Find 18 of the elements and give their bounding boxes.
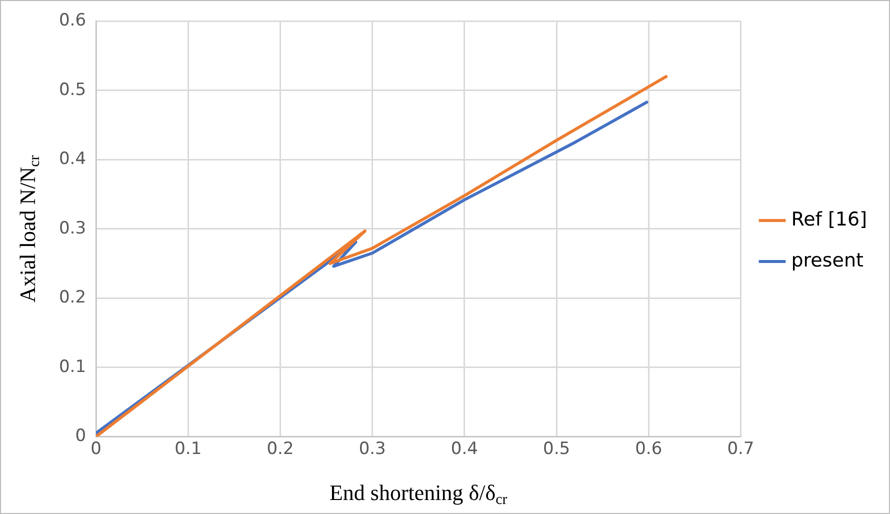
x-tick-label: 0.1 bbox=[174, 439, 202, 460]
y-tick-label: 0.5 bbox=[58, 80, 86, 100]
y-tick-label: 0.6 bbox=[58, 10, 86, 31]
x-tick-label: 0.5 bbox=[543, 439, 570, 460]
y-tick-label: 0.1 bbox=[58, 356, 86, 377]
y-tick-label: 0 bbox=[75, 426, 86, 446]
x-tick-label: 0 bbox=[90, 439, 102, 460]
y-axis-title: Axial load N/Ncr bbox=[14, 155, 43, 303]
x-tick-label: 0.2 bbox=[266, 439, 294, 460]
y-tick-label: 0.2 bbox=[58, 288, 86, 308]
x-tick-label: 0.4 bbox=[450, 439, 478, 460]
x-tick-label: 0.6 bbox=[635, 439, 662, 460]
legend-label: present bbox=[791, 249, 864, 272]
legend-label: Ref [16] bbox=[791, 208, 868, 230]
y-tick-label: 0.4 bbox=[58, 149, 86, 170]
x-tick-label: 0.3 bbox=[358, 439, 386, 460]
y-tick-label: 0.3 bbox=[58, 218, 86, 238]
x-tick-label: 0.7 bbox=[727, 439, 754, 460]
